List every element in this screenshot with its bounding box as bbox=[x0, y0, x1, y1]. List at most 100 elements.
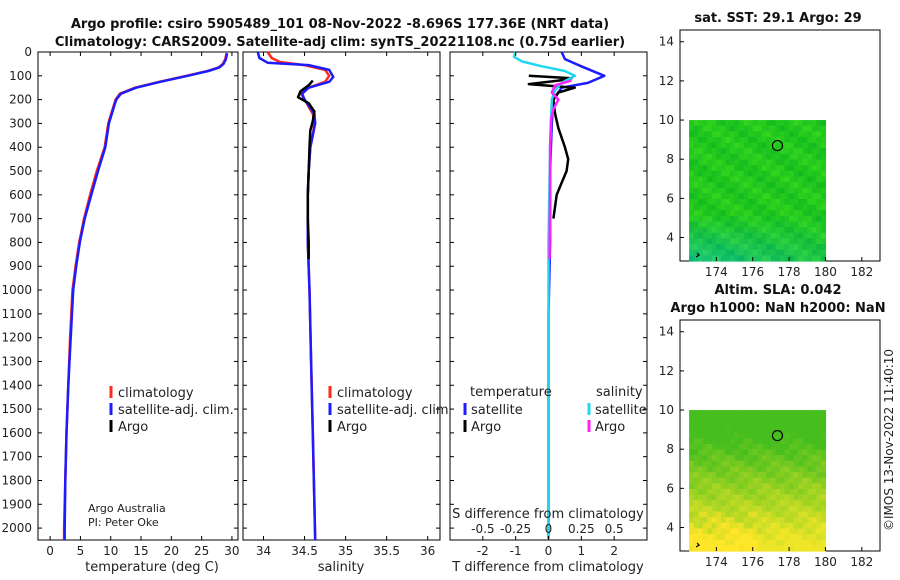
map-cell bbox=[757, 165, 763, 172]
map-cell bbox=[716, 221, 722, 228]
map-cell bbox=[752, 517, 758, 524]
map-cell bbox=[798, 421, 804, 428]
map-cell bbox=[793, 136, 799, 144]
map-cell bbox=[766, 210, 772, 217]
map-cell bbox=[730, 182, 736, 189]
map-cell bbox=[770, 176, 777, 183]
map-cell bbox=[757, 511, 763, 518]
map-cell bbox=[698, 148, 704, 155]
map-cell bbox=[766, 215, 772, 223]
map-cell bbox=[752, 210, 758, 217]
map-cell bbox=[802, 244, 808, 251]
depth-tick-label: 1400 bbox=[1, 378, 32, 392]
map-cell bbox=[743, 148, 749, 155]
map-cell bbox=[743, 249, 749, 256]
map-cell bbox=[766, 238, 772, 245]
map-cell bbox=[707, 443, 713, 451]
map-cell bbox=[780, 148, 786, 155]
map-cell bbox=[702, 187, 708, 194]
map-cell bbox=[748, 182, 754, 189]
map-cell bbox=[780, 249, 786, 256]
map-cell bbox=[720, 483, 727, 490]
map-cell bbox=[739, 415, 745, 422]
depth-tick-label: 1200 bbox=[1, 331, 32, 345]
map-cell bbox=[702, 415, 708, 422]
map-cell bbox=[711, 534, 717, 541]
map-cell bbox=[707, 472, 713, 479]
map-cell bbox=[702, 443, 708, 451]
map-cell bbox=[752, 227, 758, 234]
map-cell bbox=[789, 500, 795, 507]
map-cell bbox=[711, 539, 717, 546]
map-cell bbox=[734, 159, 740, 166]
map-cell bbox=[789, 494, 795, 501]
map-cell bbox=[716, 215, 722, 223]
map-cell bbox=[711, 432, 717, 439]
map-cell bbox=[752, 455, 758, 462]
map-cell bbox=[770, 539, 777, 546]
map-cell bbox=[752, 193, 758, 200]
map-cell bbox=[725, 500, 731, 507]
map-cell bbox=[698, 488, 704, 496]
map-cell bbox=[780, 539, 786, 546]
map-cell bbox=[752, 136, 758, 144]
map-cell bbox=[816, 159, 822, 166]
map-cell bbox=[752, 466, 758, 473]
sla-map-cells bbox=[689, 410, 827, 552]
map-cell bbox=[716, 238, 722, 245]
map-cell bbox=[775, 545, 781, 552]
map-cell bbox=[720, 244, 727, 251]
map-cell bbox=[793, 170, 799, 178]
map-cell bbox=[707, 539, 713, 546]
map-cell bbox=[693, 221, 699, 228]
map-cell bbox=[766, 221, 772, 228]
map-cell bbox=[757, 528, 763, 535]
map-cell bbox=[739, 204, 745, 211]
map-cell bbox=[761, 466, 767, 473]
map-cell bbox=[789, 198, 795, 206]
map-cell bbox=[766, 148, 772, 155]
map-cell bbox=[743, 176, 749, 183]
map-cell bbox=[780, 198, 786, 206]
map-cell bbox=[725, 204, 731, 211]
map-cell bbox=[730, 477, 736, 484]
map-cell bbox=[757, 455, 763, 462]
map-cell bbox=[820, 170, 827, 178]
map-cell bbox=[716, 432, 722, 439]
map-cell bbox=[793, 198, 799, 206]
map-cell bbox=[716, 232, 722, 240]
map-cell bbox=[789, 545, 795, 552]
map-cell bbox=[789, 477, 795, 484]
map-cell bbox=[730, 131, 736, 138]
map-cell bbox=[816, 182, 822, 189]
map-cell bbox=[766, 204, 772, 211]
map-cell bbox=[757, 522, 763, 530]
map-cell bbox=[757, 120, 763, 127]
map-cell bbox=[702, 131, 708, 138]
map-cell bbox=[707, 210, 713, 217]
argo-location-marker bbox=[771, 139, 784, 152]
map-cell bbox=[811, 215, 817, 223]
map-cell bbox=[798, 483, 804, 490]
map-cell bbox=[743, 131, 749, 138]
argo-location-marker bbox=[771, 429, 784, 442]
map-cell bbox=[761, 227, 767, 234]
map-cell bbox=[730, 443, 736, 451]
map-cell bbox=[698, 517, 704, 524]
map-cell bbox=[820, 500, 827, 507]
map-cell bbox=[725, 125, 731, 132]
map-cell bbox=[766, 455, 772, 462]
map-cell bbox=[820, 142, 827, 149]
map-cell bbox=[725, 432, 731, 439]
map-cell bbox=[702, 517, 708, 524]
map-cell bbox=[757, 421, 763, 428]
map-cell bbox=[766, 488, 772, 496]
map-cell bbox=[739, 221, 745, 228]
map-cell bbox=[793, 528, 799, 535]
map-cell bbox=[820, 483, 827, 490]
x-tick-label: 34 bbox=[256, 544, 271, 558]
map-cell bbox=[730, 227, 736, 234]
map-cell bbox=[689, 488, 695, 496]
map-cell bbox=[734, 415, 740, 422]
map-cell bbox=[702, 148, 708, 155]
